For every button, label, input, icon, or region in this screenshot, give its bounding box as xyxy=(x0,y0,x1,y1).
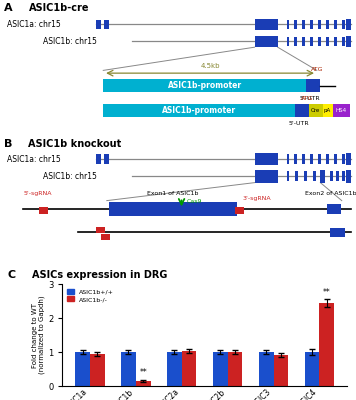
Bar xyxy=(287,172,289,182)
Bar xyxy=(326,154,329,164)
Bar xyxy=(302,154,305,164)
Bar xyxy=(294,20,297,28)
Text: A: A xyxy=(4,3,12,13)
Bar xyxy=(323,104,333,117)
Bar xyxy=(104,20,109,28)
Bar xyxy=(346,170,351,183)
Bar xyxy=(136,381,151,386)
Bar xyxy=(109,202,237,216)
Text: B: B xyxy=(4,139,12,149)
Bar xyxy=(305,352,319,386)
Text: pA: pA xyxy=(324,108,331,113)
Text: ASIC1a: chr15: ASIC1a: chr15 xyxy=(7,20,61,29)
Bar xyxy=(96,227,105,233)
Bar xyxy=(326,20,329,28)
Bar xyxy=(334,154,337,164)
Bar xyxy=(318,154,321,164)
Bar xyxy=(255,170,278,183)
Text: Exon2 of ASIC1b: Exon2 of ASIC1b xyxy=(305,191,356,196)
Y-axis label: Fold change to WT
(normalized to Gapdh): Fold change to WT (normalized to Gapdh) xyxy=(32,296,45,374)
Text: ASICs expression in DRG: ASICs expression in DRG xyxy=(32,270,167,280)
Bar xyxy=(346,153,351,165)
Text: ATG: ATG xyxy=(300,96,313,102)
Text: 5'-UTR: 5'-UTR xyxy=(289,121,309,126)
Bar xyxy=(302,37,305,46)
Bar xyxy=(96,154,101,164)
Bar xyxy=(342,20,345,28)
Text: 4.5kb: 4.5kb xyxy=(200,63,220,69)
Bar xyxy=(334,37,337,46)
Bar xyxy=(310,37,313,46)
Bar xyxy=(334,20,337,28)
Bar xyxy=(346,19,351,30)
Bar xyxy=(318,37,321,46)
Bar xyxy=(287,37,289,46)
Bar xyxy=(346,36,351,47)
Bar xyxy=(235,208,244,214)
Text: C: C xyxy=(7,270,15,280)
Text: **: ** xyxy=(139,368,147,378)
Bar xyxy=(336,172,339,182)
Text: Cre: Cre xyxy=(311,108,320,113)
Bar xyxy=(318,20,321,28)
Bar xyxy=(306,79,320,92)
Bar xyxy=(121,352,136,386)
Text: ASIC1b: chr15: ASIC1b: chr15 xyxy=(43,37,96,46)
Text: HS4: HS4 xyxy=(335,108,347,113)
Legend: ASIC1b+/+, ASIC1b-/-: ASIC1b+/+, ASIC1b-/- xyxy=(66,287,115,304)
Text: ATG: ATG xyxy=(311,67,324,72)
Bar xyxy=(101,234,110,240)
Bar xyxy=(326,37,329,46)
Bar xyxy=(259,352,273,386)
Bar xyxy=(255,36,278,47)
Bar xyxy=(302,20,305,28)
Bar xyxy=(330,172,333,182)
Bar xyxy=(310,20,313,28)
Bar xyxy=(90,354,105,386)
Text: **: ** xyxy=(323,288,331,297)
Bar xyxy=(39,208,48,214)
Bar xyxy=(327,204,341,214)
Bar xyxy=(213,352,227,386)
Bar xyxy=(294,37,297,46)
Bar xyxy=(319,303,334,386)
Bar xyxy=(333,104,350,117)
Bar xyxy=(287,154,289,164)
Bar xyxy=(273,355,288,386)
Text: ASIC1a: chr15: ASIC1a: chr15 xyxy=(7,154,61,164)
Bar xyxy=(310,154,313,164)
Bar xyxy=(304,172,307,182)
Bar xyxy=(287,20,289,28)
Bar xyxy=(167,352,182,386)
Bar xyxy=(342,154,345,164)
Bar xyxy=(320,170,325,183)
Text: ASIC1b-cre: ASIC1b-cre xyxy=(28,3,89,13)
Bar xyxy=(342,172,345,182)
Text: ASIC1b knockout: ASIC1b knockout xyxy=(28,139,122,149)
Bar xyxy=(182,351,197,386)
Text: ASIC1b: chr15: ASIC1b: chr15 xyxy=(43,172,96,181)
Bar xyxy=(309,104,323,117)
Text: 3'-sgRNA: 3'-sgRNA xyxy=(242,196,271,201)
Bar xyxy=(103,104,295,117)
Bar xyxy=(295,172,298,182)
Bar xyxy=(255,153,278,165)
Bar xyxy=(103,79,306,92)
Text: 5'-sgRNA: 5'-sgRNA xyxy=(23,191,52,196)
Bar xyxy=(255,19,278,30)
Bar xyxy=(330,228,345,236)
Bar xyxy=(295,104,309,117)
Bar xyxy=(342,37,345,46)
Text: ASIC1b-promoter: ASIC1b-promoter xyxy=(168,81,242,90)
Bar xyxy=(96,20,101,28)
Bar xyxy=(294,154,297,164)
Text: Cas9: Cas9 xyxy=(187,199,203,204)
Text: 5'-UTR: 5'-UTR xyxy=(299,96,320,101)
Text: ASIC1b-promoter: ASIC1b-promoter xyxy=(162,106,236,115)
Bar xyxy=(313,172,316,182)
Bar xyxy=(227,352,242,386)
Text: Exon1 of ASIC1b: Exon1 of ASIC1b xyxy=(147,191,198,196)
Bar xyxy=(104,154,109,164)
Bar xyxy=(75,352,90,386)
